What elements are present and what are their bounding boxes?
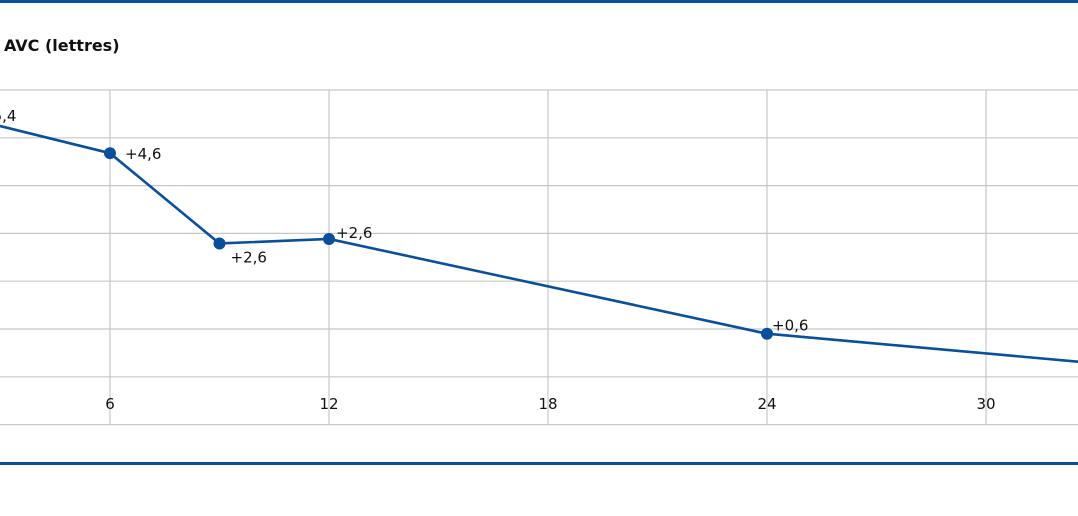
x-tick-label: 24 [757,395,776,413]
vertical-gridlines [109,90,987,424]
x-tick-label: 30 [976,395,995,413]
data-point [761,327,773,340]
data-point [213,237,226,250]
bottom-rule [0,462,1078,465]
data-label: +0,6 [772,317,808,335]
data-label: +5,4 [0,107,16,125]
x-tick-labels: 6 12 18 24 30 [105,395,995,413]
x-tick-label: 12 [319,395,338,413]
data-label: +2,6 [231,248,267,266]
data-label: +4,6 [125,145,161,163]
series-data-labels: +5,4 +4,6 +2,6 +2,6 +0,6 [0,107,808,335]
x-tick-label: 6 [105,395,115,413]
series-line [0,124,1078,364]
data-point [104,147,116,160]
top-rule [0,0,1078,3]
data-label: +2,6 [336,224,372,242]
x-tick-label: 18 [538,395,557,413]
series-line-group [0,124,1078,364]
series-points-group [104,147,773,340]
y-axis-label: AVC (lettres) [4,36,120,55]
horizontal-gridlines [0,89,1078,426]
data-point [323,232,335,245]
